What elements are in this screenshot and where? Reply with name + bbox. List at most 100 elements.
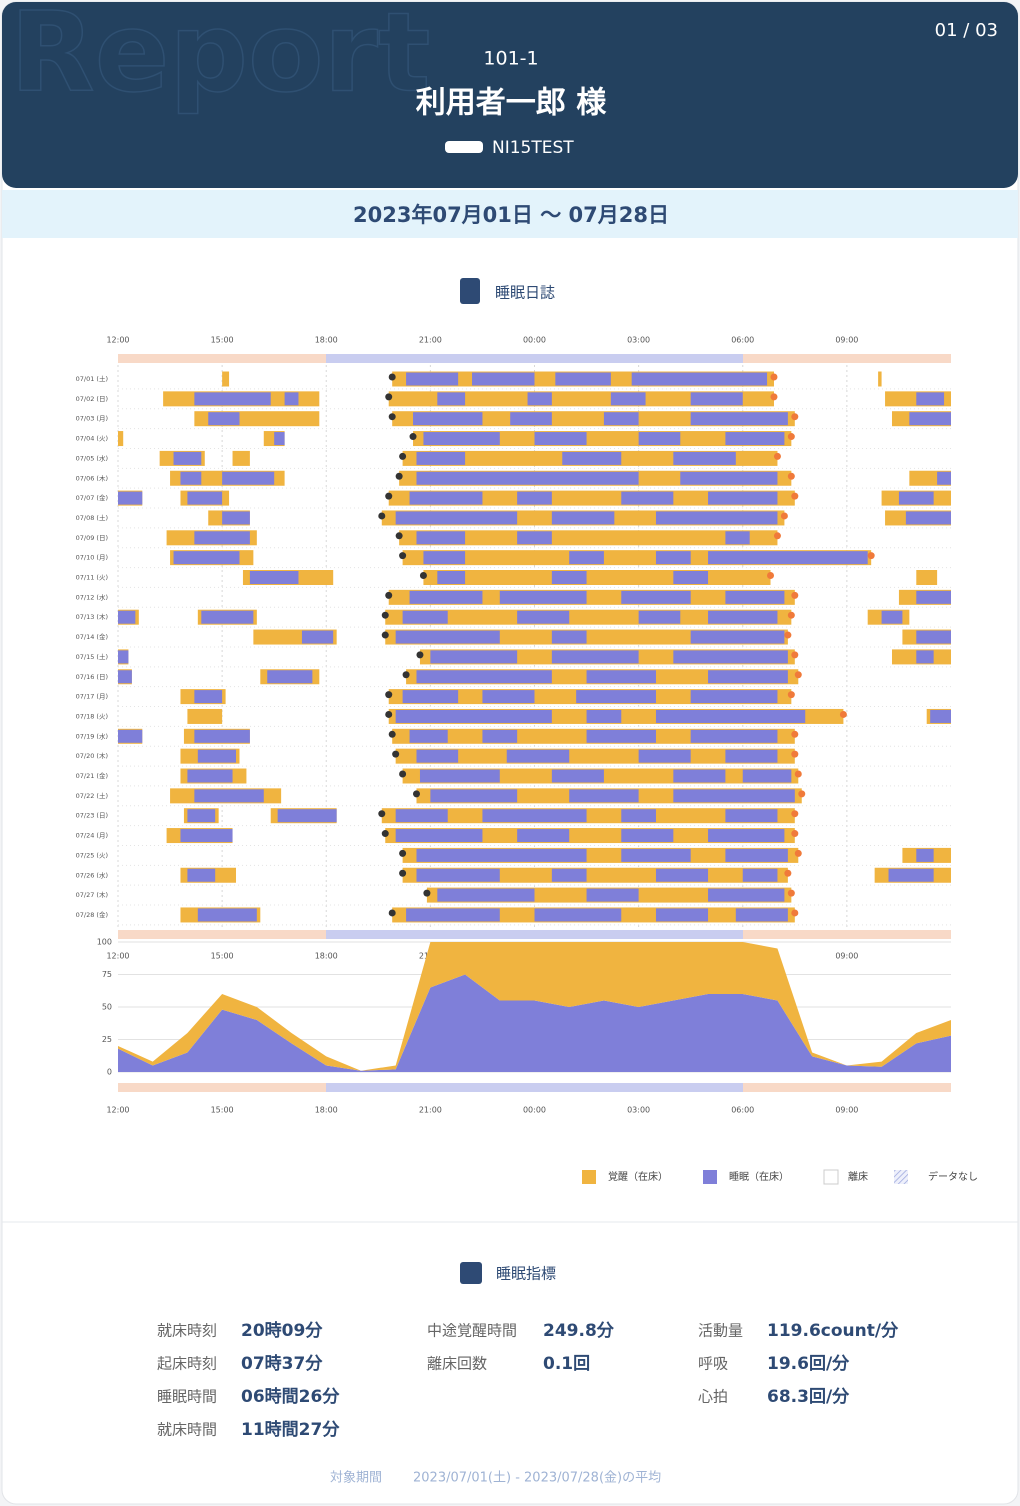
watermark: Report [10,0,430,116]
day-label: 07/04 (火) [76,435,108,443]
x-tick-label: 21:00 [419,336,442,345]
bed-out-pin [780,512,788,520]
sleep [569,551,604,565]
sleep [725,531,750,545]
sleep [482,809,587,823]
sleep [735,908,788,922]
sleep [416,471,639,485]
sleep [409,590,483,604]
bed-in-pin [402,671,410,679]
bed-out-pin [791,413,799,421]
sleep [673,571,709,584]
bed-in-pin [395,472,403,480]
metric-value: 11時間27分 [241,1419,340,1440]
bed-in-pin [412,790,420,798]
sleep [406,372,459,386]
sleep [621,848,691,862]
sleep [416,670,552,684]
sleep [416,451,466,465]
sleep [690,690,778,704]
sleep [610,392,646,406]
bed-in-pin [409,433,417,441]
bed-in-pin [395,532,403,540]
sleep [517,829,570,843]
sleep [621,829,674,843]
sleep [742,769,792,783]
sleep [708,829,785,843]
day-label: 07/26 (水) [76,870,108,879]
sleep [187,809,216,823]
day-label: 07/17 (月) [76,693,108,701]
sleep [725,432,785,446]
sleep [527,392,552,406]
sleep [173,551,240,565]
bed-out-pin [787,433,795,441]
sleep [551,630,587,644]
x-tick-label: 15:00 [211,952,234,961]
metric-value: 119.6count/分 [767,1321,899,1341]
day-label: 07/13 (木) [76,612,108,621]
diary-icon [460,278,480,304]
sleep [395,630,500,644]
sleep [638,432,681,446]
in-bed-awake [222,371,230,387]
sleep [555,372,611,386]
in-bed-awake [916,570,938,585]
metric-label: 就床時間 [157,1421,217,1439]
sleep [118,670,132,684]
day-label: 07/16 (日) [76,673,108,681]
in-bed-awake [388,490,795,506]
bed-in-pin [399,452,407,460]
sleep [673,789,795,803]
sleep [423,551,466,565]
x-tick-label: 21:00 [419,1106,442,1115]
x-tick-label: 06:00 [731,1106,754,1115]
area-series [118,974,951,1072]
sleep [180,471,202,485]
sleep [499,590,587,604]
bed-out-pin [770,373,778,381]
x-tick-label: 09:00 [835,1106,858,1115]
sleep [603,412,639,426]
device: NI15TEST [492,138,574,158]
in-bed-awake [395,748,795,764]
bed-out-pin [791,730,799,738]
sleep [517,610,570,624]
sleep [551,511,615,525]
x-tick-label: 12:00 [106,336,129,345]
x-tick-label: 15:00 [211,1106,234,1115]
day-label: 07/03 (月) [76,415,108,423]
bed-out-pin [787,889,795,897]
bed-out-pin [794,770,802,778]
metric-label: 活動量 [698,1322,743,1340]
metric-label: 睡眠時間 [157,1388,217,1406]
bed-in-pin [378,810,386,818]
sleep [187,868,216,882]
bed-in-pin [381,611,389,619]
bed-in-pin [388,413,396,421]
bed-in-pin [423,889,431,897]
in-bed-awake [118,431,124,447]
sleep [916,392,945,406]
bed-in-pin [416,651,424,659]
sleep [708,491,778,505]
sleep [586,670,656,684]
sleep [690,412,788,426]
bed-in-pin [385,691,393,699]
sleep [301,630,334,644]
bed-in-pin [419,572,427,579]
bed-in-pin [385,492,393,500]
sleep [586,729,656,743]
in-bed-awake [385,828,795,844]
day-label: 07/07 (金) [76,493,108,502]
in-bed-awake [385,609,792,625]
bed-out-pin [791,750,799,758]
sleep [482,690,535,704]
sleep [631,372,768,386]
sleep [395,829,483,843]
metric-value: 249.8分 [543,1321,615,1341]
day-label: 07/23 (日) [76,812,108,820]
sleep [118,729,143,743]
sleep [742,868,778,882]
